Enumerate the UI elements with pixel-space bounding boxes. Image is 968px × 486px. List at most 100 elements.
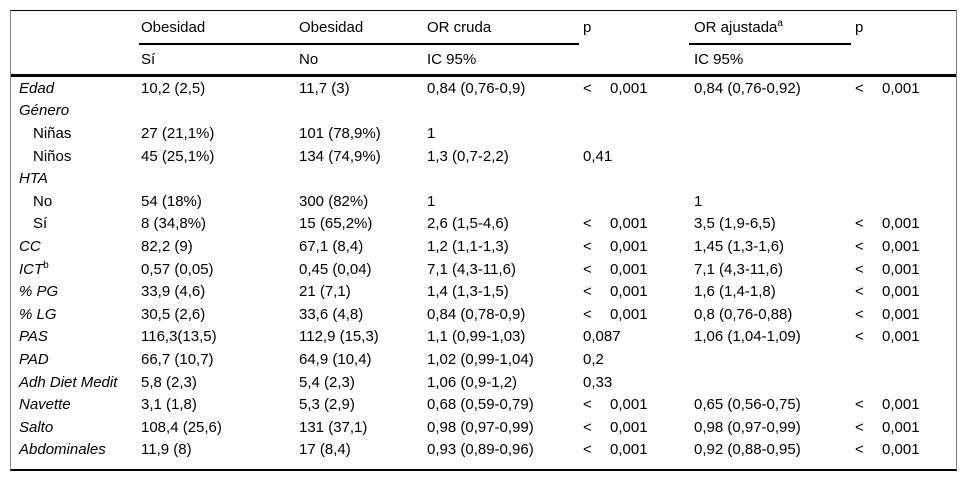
subheader-ic95-cruda: IC 95% — [425, 45, 579, 77]
cell-or-ajustada — [689, 145, 851, 168]
cell-variable-label: Navette — [11, 393, 139, 416]
p-value: 0,33 — [583, 373, 613, 391]
cell-obesidad-no: 33,6 (4,8) — [299, 305, 364, 323]
variable-name: % PG — [19, 283, 59, 301]
less-than-sign: < — [583, 215, 592, 233]
cell-obesidad-no — [297, 100, 425, 123]
cell-p-cruda — [579, 122, 689, 145]
p-value: 0,001 — [610, 283, 648, 301]
cell-variable-label: Sí — [11, 213, 139, 236]
table-row: Niñas 27 (21,1%) 101 (78,9%) 1 — [11, 122, 956, 145]
table-row: % LG 30,5 (2,6) 33,6 (4,8) 0,84 (0,78-0,… — [11, 303, 956, 326]
cell-or-cruda: 0,68 (0,59-0,79) — [427, 396, 534, 414]
cell-obesidad-no: 101 (78,9%) — [299, 124, 381, 142]
header-obesidad-no: Obesidad — [297, 11, 425, 45]
cell-p-ajustada — [851, 348, 956, 371]
p-value: 0,001 — [610, 396, 648, 414]
cell-or-cruda: 1,06 (0,9-1,2) — [427, 373, 518, 391]
cell-p-ajustada: <0,001 — [851, 235, 956, 258]
cell-or-ajustada: 1,6 (1,4-1,8) — [694, 283, 776, 301]
cell-obesidad-no: 11,7 (3) — [299, 79, 350, 97]
cell-or-cruda: 1,4 (1,3-1,5) — [427, 283, 509, 301]
cell-p-ajustada: <0,001 — [851, 416, 956, 439]
p-value: 0,001 — [882, 418, 920, 436]
p-value: 0,001 — [882, 215, 920, 233]
cell-p-cruda: <0,001 — [579, 213, 689, 236]
cell-p-cruda: <0,001 — [579, 303, 689, 326]
cell-obesidad-si: 33,9 (4,6) — [141, 283, 206, 301]
variable-name: PAD — [19, 350, 49, 368]
cell-or-cruda: 1,3 (0,7-2,2) — [427, 147, 509, 165]
cell-or-ajustada — [689, 371, 851, 394]
variable-name: Adh Diet Medit — [19, 373, 118, 391]
p-value: 0,001 — [882, 79, 920, 97]
cell-obesidad-no: 300 (82%) — [299, 192, 369, 210]
table-row: No 54 (18%) 300 (82%) 1 1 — [11, 190, 956, 213]
p-value: 0,001 — [882, 283, 920, 301]
cell-p-ajustada: <0,001 — [851, 439, 956, 462]
cell-p-cruda: <0,001 — [579, 77, 689, 100]
table-row: Género — [11, 100, 956, 123]
cell-obesidad-si: 10,2 (2,5) — [141, 79, 206, 97]
table-row: PAD 66,7 (10,7) 64,9 (10,4) 1,02 (0,99-1… — [11, 348, 956, 371]
p-value: 0,087 — [583, 328, 621, 346]
less-than-sign: < — [583, 396, 592, 414]
cell-or-ajustada: 0,8 (0,76-0,88) — [694, 305, 793, 323]
header-or-ajustada: OR ajustadaa — [689, 11, 851, 45]
p-value: 0,001 — [882, 396, 920, 414]
cell-variable-label: PAS — [11, 326, 139, 349]
results-table-container: Obesidad Obesidad OR cruda p OR ajustada… — [10, 10, 957, 472]
cell-variable-label: ICTb — [11, 258, 139, 281]
cell-or-ajustada — [689, 122, 851, 145]
table-body: Edad 10,2 (2,5) 11,7 (3) 0,84 (0,76-0,9)… — [11, 77, 956, 461]
cell-obesidad-si: 3,1 (1,8) — [141, 396, 197, 414]
header-empty — [11, 11, 139, 45]
less-than-sign: < — [855, 79, 864, 97]
cell-obesidad-si: 0,57 (0,05) — [141, 260, 214, 278]
variable-name: ICT — [19, 260, 44, 278]
cell-or-cruda: 0,84 (0,78-0,9) — [427, 305, 526, 323]
p-value: 0,001 — [610, 305, 648, 323]
subheader-empty — [11, 45, 139, 77]
cell-variable-label: Salto — [11, 416, 139, 439]
cell-or-ajustada: 0,84 (0,76-0,92) — [694, 79, 801, 97]
less-than-sign: < — [855, 305, 864, 323]
cell-or-cruda: 1,1 (0,99-1,03) — [427, 328, 526, 346]
subheader-ic95-ajustada: IC 95% — [689, 45, 851, 77]
cell-p-cruda: 0,087 — [579, 326, 689, 349]
p-value: 0,001 — [610, 237, 648, 255]
cell-variable-label: HTA — [11, 167, 139, 190]
cell-p-cruda: 0,33 — [579, 371, 689, 394]
cell-or-cruda: 1,02 (0,99-1,04) — [427, 350, 534, 368]
table-row: Sí 8 (34,8%) 15 (65,2%) 2,6 (1,5-4,6) <0… — [11, 213, 956, 236]
cell-obesidad-si — [139, 167, 297, 190]
cell-p-cruda: <0,001 — [579, 439, 689, 462]
cell-p-cruda: <0,001 — [579, 280, 689, 303]
cell-p-ajustada — [851, 190, 956, 213]
cell-p-ajustada — [851, 100, 956, 123]
cell-obesidad-si: 27 (21,1%) — [141, 124, 215, 142]
p-value: 0,001 — [610, 418, 648, 436]
cell-obesidad-si: 45 (25,1%) — [141, 147, 215, 165]
variable-name: No — [33, 192, 53, 210]
cell-or-cruda: 1 — [427, 192, 436, 210]
footnote-marker: b — [43, 259, 49, 271]
p-value: 0,41 — [583, 147, 613, 165]
cell-p-ajustada: <0,001 — [851, 303, 956, 326]
cell-p-cruda: <0,001 — [579, 393, 689, 416]
results-table: Obesidad Obesidad OR cruda p OR ajustada… — [10, 10, 957, 472]
less-than-sign: < — [583, 79, 592, 97]
cell-obesidad-no: 21 (7,1) — [299, 283, 351, 301]
cell-obesidad-no: 131 (37,1) — [299, 418, 368, 436]
cell-p-cruda: <0,001 — [579, 258, 689, 281]
cell-or-ajustada: 1,45 (1,3-1,6) — [694, 237, 785, 255]
table-row: Edad 10,2 (2,5) 11,7 (3) 0,84 (0,76-0,9)… — [11, 77, 956, 100]
cell-obesidad-no — [297, 167, 425, 190]
header-or-cruda: OR cruda — [425, 11, 579, 45]
table-row: Adh Diet Medit 5,8 (2,3) 5,4 (2,3) 1,06 … — [11, 371, 956, 394]
cell-variable-label: % LG — [11, 303, 139, 326]
cell-p-ajustada — [851, 122, 956, 145]
less-than-sign: < — [583, 237, 592, 255]
table-row: CC 82,2 (9) 67,1 (8,4) 1,2 (1,1-1,3) <0,… — [11, 235, 956, 258]
